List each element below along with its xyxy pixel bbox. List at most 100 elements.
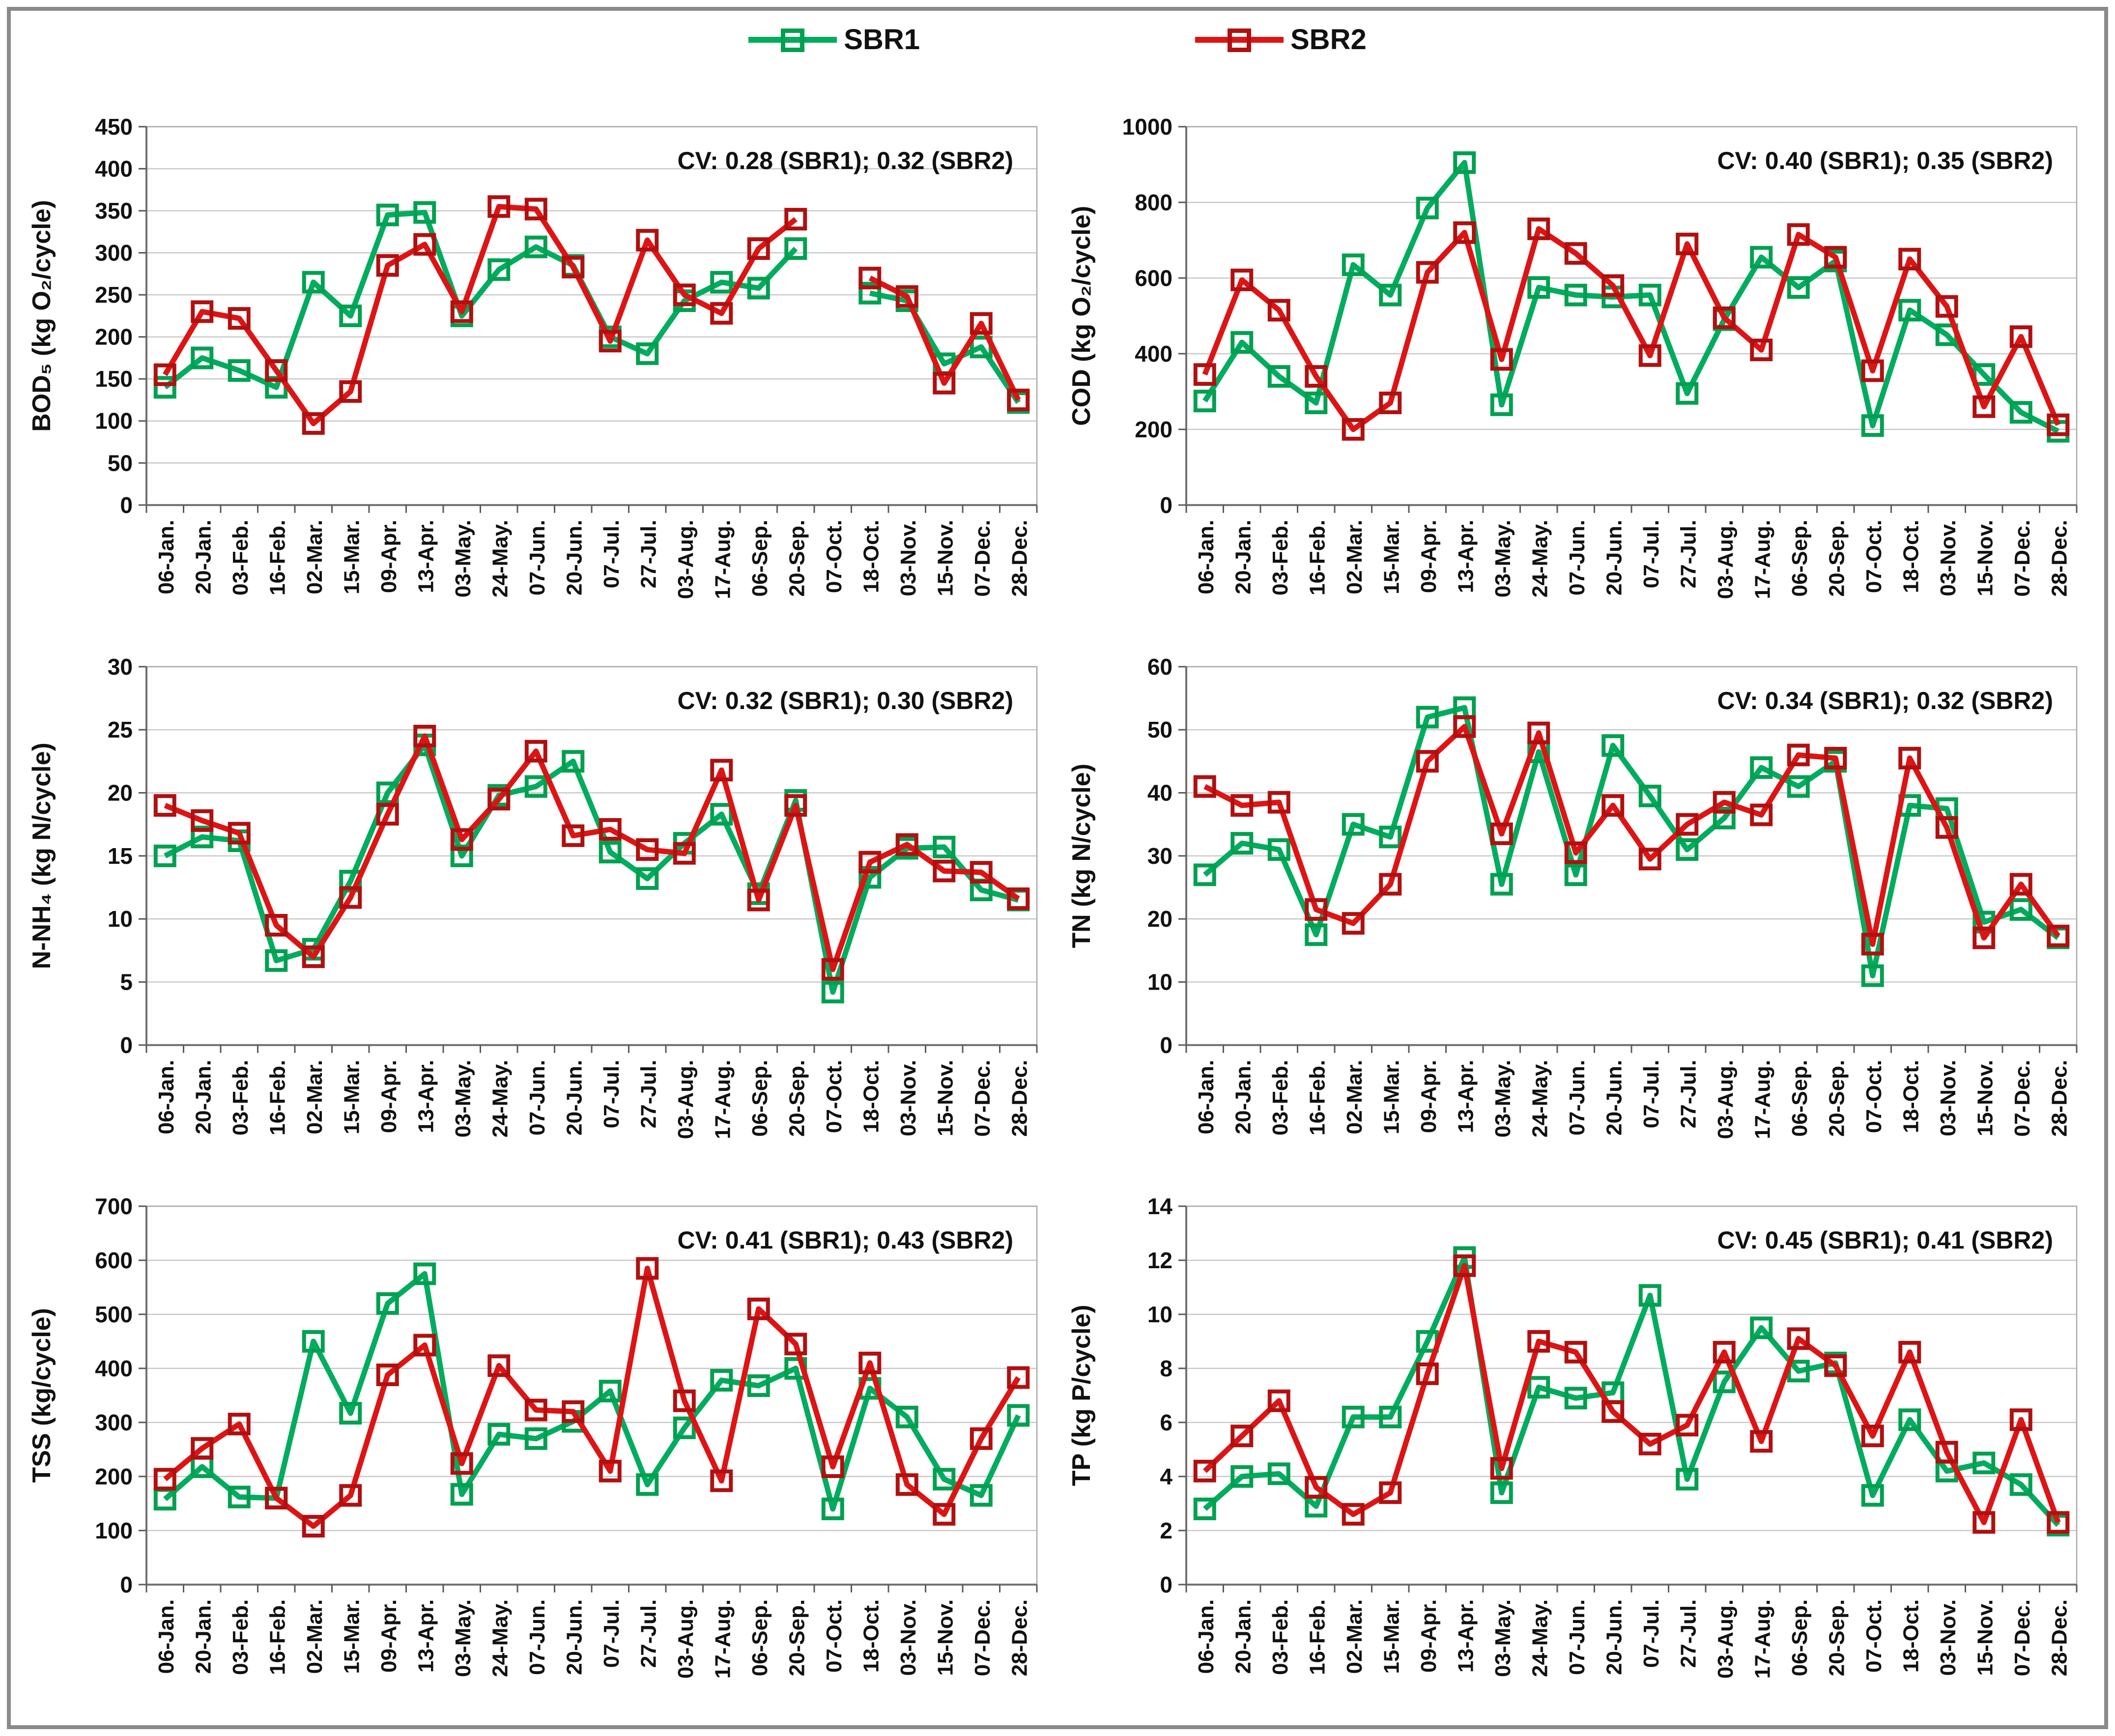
- svg-text:300: 300: [95, 1410, 133, 1435]
- tn-cv-annotation: CV: 0.34 (SBR1); 0.32 (SBR2): [1717, 686, 2053, 714]
- sbr1-line-marker-icon: [748, 28, 837, 52]
- svg-text:13-Apr.: 13-Apr.: [414, 1599, 438, 1673]
- sbr2-markers-tn: [1193, 715, 2070, 956]
- bod5-x-ticks: [145, 505, 1038, 513]
- svg-text:02-Mar.: 02-Mar.: [303, 1059, 327, 1134]
- legend: SBR1 SBR2: [0, 24, 2115, 56]
- svg-text:27-Jul.: 27-Jul.: [636, 520, 660, 588]
- svg-text:16-Feb.: 16-Feb.: [265, 1059, 289, 1135]
- svg-text:24-May.: 24-May.: [488, 1059, 512, 1137]
- svg-text:15-Mar.: 15-Mar.: [340, 520, 364, 595]
- svg-text:09-Apr.: 09-Apr.: [1417, 1599, 1441, 1673]
- svg-text:06-Sep.: 06-Sep.: [748, 1059, 772, 1137]
- svg-text:20-Jun.: 20-Jun.: [562, 520, 586, 596]
- svg-text:15-Nov.: 15-Nov.: [933, 520, 957, 597]
- svg-text:800: 800: [1135, 190, 1172, 215]
- svg-text:700: 700: [95, 1194, 133, 1219]
- svg-text:06-Sep.: 06-Sep.: [1788, 1059, 1812, 1137]
- sbr1-line-tss: [163, 1271, 1021, 1512]
- svg-text:07-Oct.: 07-Oct.: [822, 1059, 846, 1133]
- svg-text:20-Sep.: 20-Sep.: [1825, 520, 1849, 597]
- svg-text:24-May.: 24-May.: [488, 520, 512, 598]
- svg-text:250: 250: [95, 282, 133, 308]
- svg-text:02-Mar.: 02-Mar.: [1343, 1059, 1367, 1134]
- svg-text:28-Dec.: 28-Dec.: [2047, 1059, 2071, 1137]
- svg-text:03-May.: 03-May.: [451, 1059, 475, 1137]
- sbr2-line-n-nh4: [164, 733, 1020, 972]
- tss-x-ticks: [145, 1585, 1038, 1593]
- svg-text:27-Jul.: 27-Jul.: [1676, 1599, 1700, 1668]
- svg-text:20-Jan.: 20-Jan.: [1231, 1059, 1255, 1134]
- svg-text:100: 100: [95, 408, 133, 434]
- svg-text:20-Jan.: 20-Jan.: [1231, 520, 1255, 595]
- tss-y-ticks: 0 100 200 300 400 500 600 700: [95, 1194, 146, 1597]
- legend-label-sbr1: SBR1: [844, 24, 920, 56]
- svg-text:06-Sep.: 06-Sep.: [748, 1599, 772, 1677]
- svg-text:24-May.: 24-May.: [1528, 1059, 1552, 1137]
- svg-text:12: 12: [1147, 1248, 1172, 1273]
- svg-text:20-Sep.: 20-Sep.: [785, 1599, 809, 1677]
- svg-text:03-Feb.: 03-Feb.: [229, 1059, 253, 1135]
- svg-text:18-Oct.: 18-Oct.: [859, 1599, 883, 1673]
- svg-text:400: 400: [95, 1356, 133, 1381]
- svg-text:27-Jul.: 27-Jul.: [636, 1599, 660, 1668]
- cod-x-ticks: [1185, 505, 2078, 513]
- svg-text:03-Nov.: 03-Nov.: [896, 1599, 920, 1676]
- svg-text:20-Jun.: 20-Jun.: [1602, 520, 1626, 596]
- svg-text:03-Nov.: 03-Nov.: [1936, 520, 1960, 597]
- svg-text:03-Aug.: 03-Aug.: [1714, 520, 1738, 599]
- svg-text:07-Oct.: 07-Oct.: [822, 520, 846, 593]
- svg-text:07-Jun.: 07-Jun.: [1565, 520, 1589, 596]
- svg-text:450: 450: [95, 114, 133, 140]
- svg-text:03-May.: 03-May.: [1491, 520, 1515, 598]
- tss-x-labels: 06-Jan. 20-Jan. 03-Feb. 16-Feb. 02-Mar. 15-Ma…: [154, 1599, 1032, 1679]
- svg-text:28-Dec.: 28-Dec.: [1007, 520, 1031, 597]
- svg-text:06-Jan.: 06-Jan.: [154, 520, 178, 595]
- svg-text:15-Mar.: 15-Mar.: [1379, 1599, 1403, 1674]
- sbr1-markers-tp: [1193, 1246, 2070, 1537]
- tp-cv-annotation: CV: 0.45 (SBR1); 0.41 (SBR2): [1717, 1226, 2053, 1254]
- tss-y-axis-title: TSS (kg/cycle): [28, 1308, 56, 1482]
- svg-text:60: 60: [1147, 654, 1172, 679]
- svg-text:07-Jul.: 07-Jul.: [1639, 1599, 1663, 1668]
- svg-text:400: 400: [1135, 341, 1172, 367]
- svg-text:500: 500: [95, 1302, 133, 1327]
- svg-text:30: 30: [108, 654, 133, 679]
- tp-y-ticks: 0 2 4 6 8 10 12 14: [1147, 1194, 1186, 1597]
- svg-text:07-Jul.: 07-Jul.: [600, 1059, 624, 1128]
- svg-text:50: 50: [108, 450, 133, 476]
- bod5-y-ticks: 0 50 100 150 200 250 300 350 400 450: [95, 114, 146, 518]
- svg-text:20: 20: [1147, 906, 1172, 932]
- svg-text:03-Aug.: 03-Aug.: [1714, 1059, 1738, 1138]
- svg-text:03-May.: 03-May.: [451, 1599, 475, 1677]
- svg-text:07-Dec.: 07-Dec.: [971, 1059, 995, 1137]
- svg-text:200: 200: [1135, 417, 1172, 442]
- svg-text:20-Jun.: 20-Jun.: [562, 1599, 586, 1675]
- svg-text:13-Apr.: 13-Apr.: [414, 1059, 438, 1133]
- svg-text:600: 600: [95, 1248, 133, 1273]
- svg-text:14: 14: [1147, 1194, 1173, 1219]
- svg-text:15-Nov.: 15-Nov.: [933, 1059, 957, 1136]
- svg-text:16-Feb.: 16-Feb.: [265, 520, 289, 596]
- n-nh4-x-ticks: [145, 1045, 1038, 1053]
- svg-text:07-Jun.: 07-Jun.: [1565, 1599, 1589, 1675]
- svg-text:200: 200: [95, 1464, 133, 1489]
- svg-text:17-Aug.: 17-Aug.: [711, 520, 735, 599]
- svg-text:03-Feb.: 03-Feb.: [1268, 520, 1292, 596]
- svg-text:18-Oct.: 18-Oct.: [1899, 520, 1923, 593]
- svg-text:27-Jul.: 27-Jul.: [636, 1059, 660, 1128]
- svg-text:25: 25: [108, 717, 133, 742]
- bod5-y-axis-title: BOD₅ (kg O₂/cycle): [28, 200, 56, 432]
- sbr2-markers-n-nh4: [153, 724, 1030, 981]
- svg-text:20-Jun.: 20-Jun.: [562, 1059, 586, 1135]
- svg-text:02-Mar.: 02-Mar.: [303, 1599, 327, 1674]
- svg-text:09-Apr.: 09-Apr.: [377, 1599, 401, 1673]
- svg-text:18-Oct.: 18-Oct.: [1899, 1059, 1923, 1133]
- svg-text:07-Jul.: 07-Jul.: [1639, 1059, 1663, 1128]
- svg-text:07-Oct.: 07-Oct.: [1862, 1599, 1886, 1673]
- svg-text:06-Jan.: 06-Jan.: [154, 1599, 178, 1674]
- tn-y-axis-title: TN (kg N/cycle): [1067, 764, 1096, 948]
- svg-text:03-Nov.: 03-Nov.: [1936, 1599, 1960, 1676]
- svg-text:07-Oct.: 07-Oct.: [822, 1599, 846, 1673]
